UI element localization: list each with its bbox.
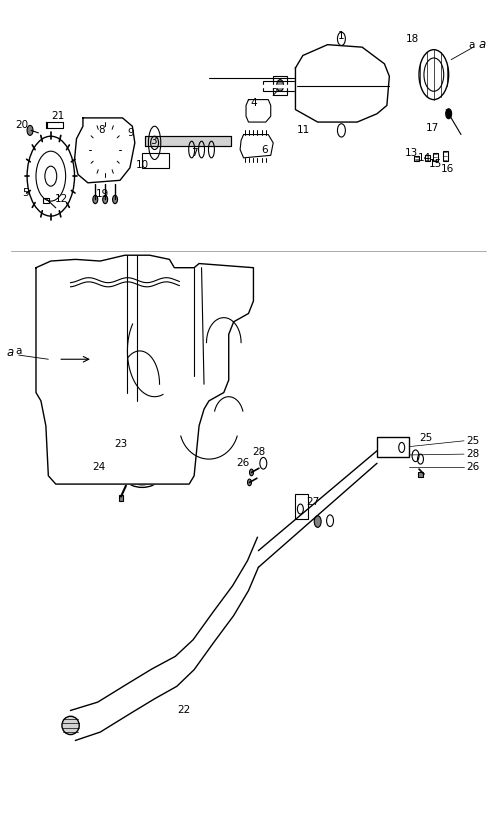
Circle shape <box>314 516 321 528</box>
Text: a: a <box>469 40 475 49</box>
Bar <box>425 154 430 161</box>
Text: a: a <box>478 38 486 51</box>
Text: 11: 11 <box>297 125 311 135</box>
Bar <box>418 472 423 478</box>
Text: 24: 24 <box>92 463 106 473</box>
Bar <box>273 76 287 94</box>
Circle shape <box>113 195 117 204</box>
Text: 27: 27 <box>306 498 320 508</box>
Circle shape <box>93 195 98 204</box>
Text: 7: 7 <box>191 148 197 158</box>
Bar <box>414 156 419 161</box>
Bar <box>43 198 49 203</box>
Circle shape <box>446 109 452 119</box>
Text: 16: 16 <box>440 164 454 175</box>
Circle shape <box>103 195 108 204</box>
Bar <box>263 81 295 91</box>
Text: 19: 19 <box>96 190 109 200</box>
Text: 15: 15 <box>429 159 442 169</box>
Bar <box>145 136 231 146</box>
Polygon shape <box>36 256 253 484</box>
Circle shape <box>248 479 251 486</box>
Circle shape <box>277 79 284 91</box>
Text: 21: 21 <box>52 111 65 121</box>
Bar <box>443 151 448 161</box>
Text: 12: 12 <box>55 195 68 205</box>
Text: 23: 23 <box>114 439 128 449</box>
Bar <box>295 494 308 519</box>
Text: 3: 3 <box>150 136 157 146</box>
Text: 22: 22 <box>177 706 191 716</box>
Circle shape <box>249 469 253 476</box>
Ellipse shape <box>62 716 79 735</box>
Bar <box>118 495 123 501</box>
Text: 8: 8 <box>98 125 104 135</box>
Text: a: a <box>6 346 14 359</box>
Text: 1: 1 <box>338 32 345 42</box>
Text: 17: 17 <box>426 123 439 133</box>
Polygon shape <box>240 134 273 158</box>
Circle shape <box>27 125 33 135</box>
Text: 2: 2 <box>271 88 277 98</box>
Text: 26: 26 <box>236 458 249 468</box>
Text: 18: 18 <box>406 34 419 44</box>
Polygon shape <box>295 44 389 122</box>
Bar <box>142 153 169 168</box>
Text: 28: 28 <box>466 449 479 459</box>
Bar <box>433 153 438 161</box>
Bar <box>377 437 409 458</box>
Text: 20: 20 <box>15 119 29 129</box>
Text: 14: 14 <box>417 153 430 163</box>
Text: 5: 5 <box>22 188 28 198</box>
Text: 25: 25 <box>419 433 432 443</box>
Text: 6: 6 <box>261 144 267 154</box>
Text: 9: 9 <box>128 128 134 138</box>
Text: 28: 28 <box>253 448 266 458</box>
Text: 25: 25 <box>466 436 479 446</box>
Polygon shape <box>75 118 135 183</box>
Polygon shape <box>246 99 271 122</box>
Text: 10: 10 <box>136 160 149 170</box>
Bar <box>145 136 231 146</box>
Text: a: a <box>15 346 22 356</box>
Text: 4: 4 <box>250 98 257 108</box>
Text: 13: 13 <box>405 148 418 158</box>
Text: 26: 26 <box>466 463 479 473</box>
